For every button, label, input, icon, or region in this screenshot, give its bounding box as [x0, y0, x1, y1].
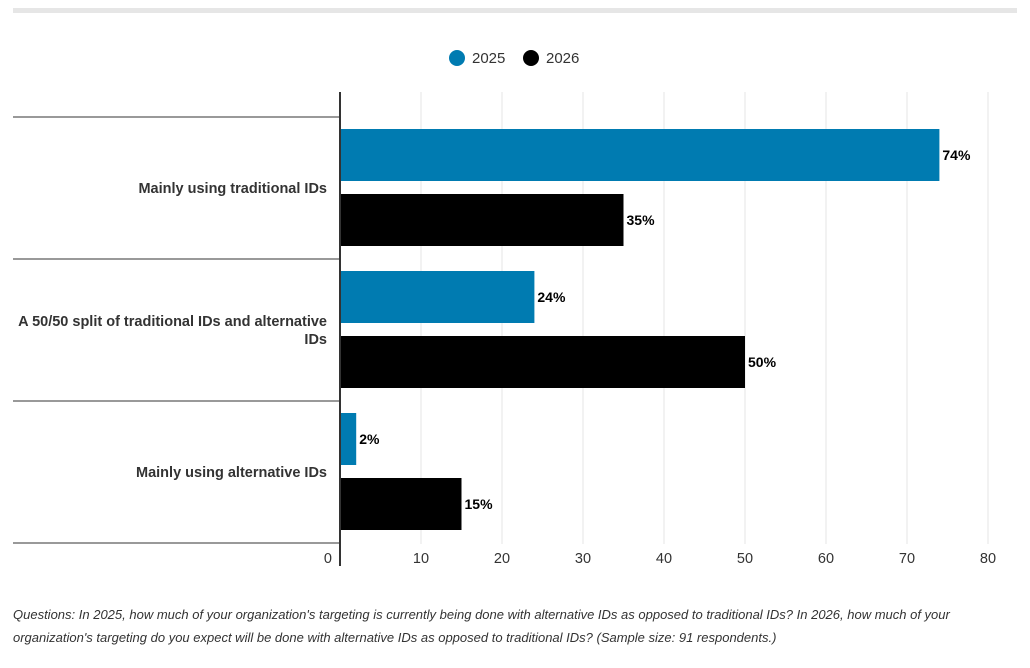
bar-2025-2 [340, 413, 357, 465]
category-label: A 50/50 split of traditional IDs and alt… [18, 314, 327, 348]
bars [340, 129, 940, 530]
bar-2026-1 [340, 336, 745, 388]
bar-2025-0 [340, 129, 940, 181]
top-rule [13, 8, 1017, 13]
data-label: 35% [627, 212, 656, 228]
legend-label-2026: 2026 [546, 50, 579, 67]
data-label: 2% [359, 431, 380, 447]
data-label: 24% [537, 289, 566, 305]
bar-chart: 74% 24% 2% 35% 50% 15% Mainly using tradition… [13, 50, 996, 567]
x-tick-label: 70 [899, 551, 915, 567]
category-labels: Mainly using traditional IDs A 50/50 spli… [18, 181, 327, 481]
bar-2026-0 [340, 194, 624, 246]
x-tick-label: 30 [575, 551, 591, 567]
x-tick-label: 50 [737, 551, 753, 567]
bar-2026-2 [340, 478, 462, 530]
data-label: 74% [942, 147, 971, 163]
category-separators [13, 116, 340, 544]
legend-swatch-2025 [449, 50, 465, 66]
x-tick-label: 80 [980, 551, 996, 567]
legend: 2025 2026 [449, 50, 579, 67]
bar-2025-1 [340, 271, 535, 323]
x-tick-label: 10 [413, 551, 429, 567]
data-label: 50% [748, 354, 777, 370]
category-label: Mainly using alternative IDs [136, 465, 327, 481]
x-axis-ticks: 0 10 20 30 40 50 60 70 80 [324, 551, 996, 567]
data-labels: 74% 24% 2% 35% 50% 15% [359, 147, 971, 512]
x-tick-label: 0 [324, 551, 332, 567]
footnote: Questions: In 2025, how much of your org… [13, 607, 950, 645]
legend-label-2025: 2025 [472, 50, 505, 67]
legend-swatch-2026 [523, 50, 539, 66]
x-tick-label: 20 [494, 551, 510, 567]
x-tick-label: 60 [818, 551, 834, 567]
x-tick-label: 40 [656, 551, 672, 567]
category-label: Mainly using traditional IDs [138, 181, 327, 197]
data-label: 15% [465, 496, 494, 512]
